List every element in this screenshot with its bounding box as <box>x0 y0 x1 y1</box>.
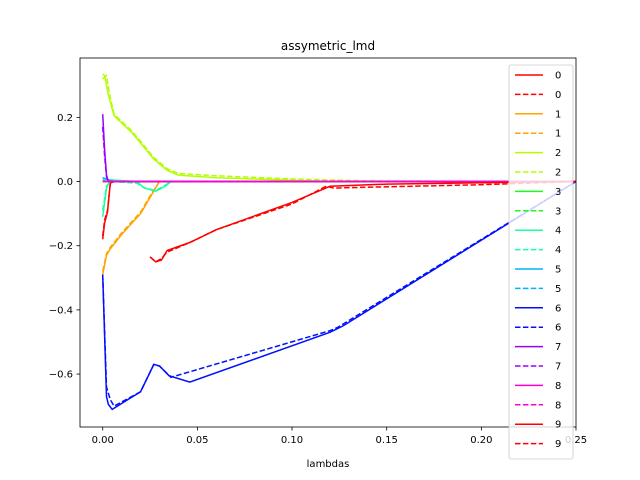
legend-label: 3 <box>555 187 561 198</box>
series-line-6-dashed <box>101 180 577 408</box>
legend-label: 0 <box>555 90 561 101</box>
y-axis: −0.6 −0.4 −0.2 0.0 0.2 <box>49 113 80 381</box>
chart-title: assymetric_lmd <box>281 39 375 53</box>
y-tick-label: −0.2 <box>49 241 73 252</box>
y-tick-label: 0.0 <box>57 177 73 188</box>
x-tick-label: 0.10 <box>281 435 303 446</box>
legend-label: 8 <box>555 381 561 392</box>
legend-label: 0 <box>555 71 561 82</box>
legend-label: 1 <box>555 129 561 140</box>
series-line-2-dashed <box>102 74 577 183</box>
plot-area <box>101 73 577 411</box>
legend: 0 0 1 1 2 2 3 3 4 4 5 5 6 6 7 7 8 8 9 9 <box>508 64 574 460</box>
legend-label: 1 <box>555 109 561 120</box>
legend-label: 7 <box>555 342 561 353</box>
legend-label: 8 <box>555 400 561 411</box>
series-line-5-dashed <box>102 176 576 183</box>
legend-label: 5 <box>555 265 561 276</box>
y-tick-label: −0.4 <box>49 305 73 316</box>
series-line-4-dashed <box>101 180 576 211</box>
x-axis-label: lambdas <box>307 459 350 470</box>
y-tick-label: −0.6 <box>49 370 73 381</box>
legend-box <box>508 64 574 460</box>
legend-label: 4 <box>555 226 561 237</box>
x-axis: 0.00 0.05 0.10 0.15 0.20 0.25 <box>92 427 587 446</box>
legend-label: 6 <box>555 323 561 334</box>
series-line-9-dashed <box>149 180 577 263</box>
legend-label: 2 <box>555 148 561 159</box>
y-tick-label: 0.2 <box>57 113 73 124</box>
series-line-1-solid <box>101 180 576 275</box>
legend-label: 4 <box>555 245 561 256</box>
x-tick-label: 0.25 <box>565 435 587 446</box>
plot-frame <box>79 57 577 428</box>
legend-label: 5 <box>555 284 561 295</box>
x-tick-label: 0.00 <box>92 435 114 446</box>
legend-label: 9 <box>555 439 561 450</box>
legend-label: 2 <box>555 168 561 179</box>
legend-label: 6 <box>555 303 561 314</box>
x-tick-label: 0.15 <box>376 435 398 446</box>
series-line-0-solid <box>101 180 576 240</box>
series-line-6-solid <box>101 180 577 411</box>
x-tick-label: 0.05 <box>186 435 208 446</box>
series-line-0-dashed <box>101 180 576 237</box>
legend-label: 3 <box>555 206 561 217</box>
legend-label: 9 <box>555 420 561 431</box>
legend-label: 7 <box>555 362 561 373</box>
series-line-1-dashed <box>101 180 576 272</box>
series-line-2-solid <box>102 73 576 183</box>
x-tick-label: 0.20 <box>470 435 492 446</box>
